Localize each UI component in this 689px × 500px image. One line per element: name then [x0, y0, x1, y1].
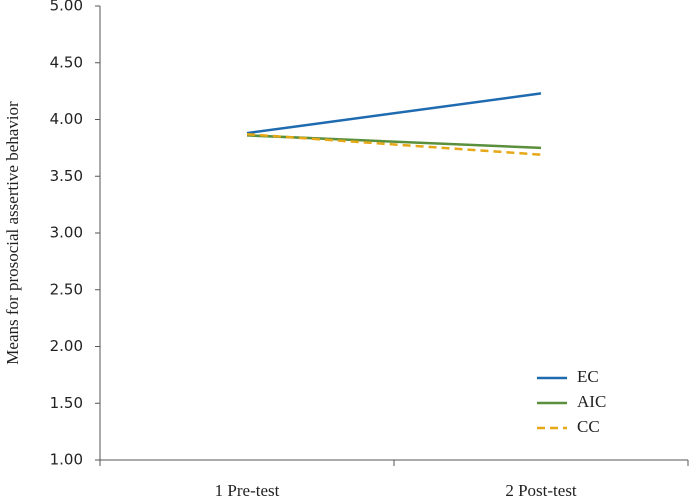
- y-tick-label: 4.50: [50, 53, 83, 71]
- x-tick-label: 2 Post-test: [505, 481, 577, 500]
- x-tick-label: 1 Pre-test: [215, 481, 280, 500]
- y-axis-title: Means for prosocial assertive behavior: [3, 101, 22, 365]
- series-line: [246, 134, 542, 150]
- legend-label: AIC: [577, 392, 606, 411]
- y-tick-label: 1.00: [50, 451, 83, 469]
- y-tick-label: 4.00: [50, 110, 83, 128]
- y-tick-label: 2.50: [50, 280, 83, 298]
- series-line: [246, 92, 542, 135]
- y-tick-label: 3.50: [50, 167, 83, 185]
- legend-label: EC: [577, 367, 599, 386]
- legend-label: CC: [577, 417, 600, 436]
- y-tick-label: 1.50: [50, 394, 83, 412]
- y-tick-label: 2.00: [50, 337, 83, 355]
- series-line: [246, 133, 542, 156]
- y-tick-label: 5.00: [50, 0, 83, 15]
- y-tick-label: 3.00: [50, 224, 83, 242]
